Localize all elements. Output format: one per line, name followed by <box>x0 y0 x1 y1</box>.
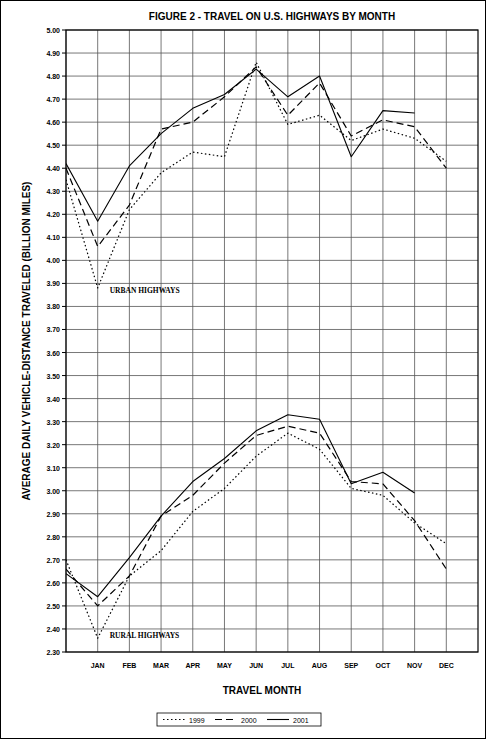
annotation: RURAL HIGHWAYS <box>110 631 180 640</box>
y-tick-label: 4.40 <box>46 165 60 172</box>
y-tick-label: 2.30 <box>46 649 60 656</box>
y-tick-label: 4.10 <box>46 234 60 241</box>
y-tick-label: 3.80 <box>46 303 60 310</box>
grid-line-vertical <box>256 30 257 652</box>
legend-swatch <box>267 719 289 720</box>
grid-line-vertical <box>319 30 320 652</box>
plot-area <box>66 30 478 652</box>
y-tick-label: 3.90 <box>46 280 60 287</box>
y-tick-label: 4.70 <box>46 96 60 103</box>
y-tick-label: 3.50 <box>46 373 60 380</box>
grid-line <box>66 329 478 330</box>
x-tick-label: JUN <box>249 662 263 669</box>
grid-line <box>66 191 478 192</box>
grid-line <box>66 467 478 468</box>
series-line <box>66 62 446 288</box>
grid-line <box>66 283 478 284</box>
grid-line-vertical <box>414 30 415 652</box>
y-tick-label: 4.20 <box>46 211 60 218</box>
grid-line <box>66 306 478 307</box>
legend-swatch <box>215 719 237 720</box>
legend-box <box>157 713 321 726</box>
y-tick-label: 3.70 <box>46 326 60 333</box>
grid <box>66 30 478 652</box>
chart: FIGURE 2 - TRAVEL ON U.S. HIGHWAYS BY MO… <box>0 0 486 739</box>
grid-line <box>66 260 478 261</box>
series-line <box>66 433 446 638</box>
x-axis-title: TRAVEL MONTH <box>223 685 302 696</box>
grid-line <box>66 628 478 629</box>
y-tick-label: 4.50 <box>46 142 60 149</box>
grid-line-vertical <box>192 30 193 652</box>
y-tick-label: 4.80 <box>46 73 60 80</box>
annotation: URBAN HIGHWAYS <box>110 286 180 295</box>
grid-line <box>66 582 478 583</box>
x-tick-label: MAR <box>153 662 169 669</box>
grid-line-vertical <box>446 30 447 652</box>
grid-line <box>66 145 478 146</box>
y-tick-label: 4.90 <box>46 50 60 57</box>
plot-frame <box>66 30 478 652</box>
grid-line <box>66 76 478 77</box>
x-tick-label: DEC <box>439 662 454 669</box>
y-tick-label: 4.30 <box>46 188 60 195</box>
legend-label: 2000 <box>241 717 257 724</box>
grid-line <box>66 237 478 238</box>
y-tick-label: 5.00 <box>46 27 60 34</box>
series-line <box>66 67 446 247</box>
y-tick-label: 3.10 <box>46 465 60 472</box>
series-line <box>66 426 446 606</box>
legend-label: 2001 <box>293 717 309 724</box>
legend-label: 1999 <box>189 717 205 724</box>
outer-frame <box>1 1 486 739</box>
grid-line <box>66 490 478 491</box>
legend: 1999 2000 2001 <box>157 713 321 726</box>
grid-line-vertical <box>382 30 383 652</box>
grid-line-vertical <box>351 30 352 652</box>
grid-line <box>66 536 478 537</box>
y-tick-label: 3.20 <box>46 442 60 449</box>
x-tick-label: JAN <box>91 662 105 669</box>
x-tick-label: OCT <box>376 662 392 669</box>
x-tick-label: AUG <box>312 662 328 669</box>
grid-line-vertical <box>161 30 162 652</box>
y-tick-label: 3.40 <box>46 396 60 403</box>
x-tick-label: FEB <box>122 662 136 669</box>
y-tick-label: 2.80 <box>46 534 60 541</box>
series-line <box>66 69 415 221</box>
grid-line <box>66 605 478 606</box>
grid-line <box>66 398 478 399</box>
x-tick-label: APR <box>185 662 200 669</box>
y-tick-label: 4.00 <box>46 257 60 264</box>
grid-line <box>66 352 478 353</box>
y-tick-label: 4.60 <box>46 119 60 126</box>
grid-line <box>66 421 478 422</box>
y-tick-label: 2.60 <box>46 580 60 587</box>
y-tick-label: 2.90 <box>46 511 60 518</box>
title: FIGURE 2 - TRAVEL ON U.S. HIGHWAYS BY MO… <box>149 11 395 22</box>
x-tick-label: NOV <box>407 662 423 669</box>
series-line <box>66 415 415 597</box>
y-tick-label: 2.40 <box>46 626 60 633</box>
x-tick-label: JUL <box>281 662 295 669</box>
x-tick-label: MAY <box>217 662 232 669</box>
y-tick-label: 3.30 <box>46 419 60 426</box>
x-tick-label: SEP <box>344 662 358 669</box>
grid-line-vertical <box>224 30 225 652</box>
y-tick-label: 2.50 <box>46 603 60 610</box>
grid-line <box>66 375 478 376</box>
grid-line <box>66 122 478 123</box>
y-axis-title: AVERAGE DAILY VEHICLE-DISTANCE TRAVELED … <box>21 182 32 501</box>
series-lines <box>66 62 446 638</box>
y-tick-label: 3.00 <box>46 488 60 495</box>
grid-line-vertical <box>97 30 98 652</box>
grid-line <box>66 53 478 54</box>
grid-line <box>66 99 478 100</box>
y-tick-label: 3.60 <box>46 350 60 357</box>
y-tick-label: 2.70 <box>46 557 60 564</box>
grid-line <box>66 513 478 514</box>
legend-swatch <box>163 719 185 720</box>
